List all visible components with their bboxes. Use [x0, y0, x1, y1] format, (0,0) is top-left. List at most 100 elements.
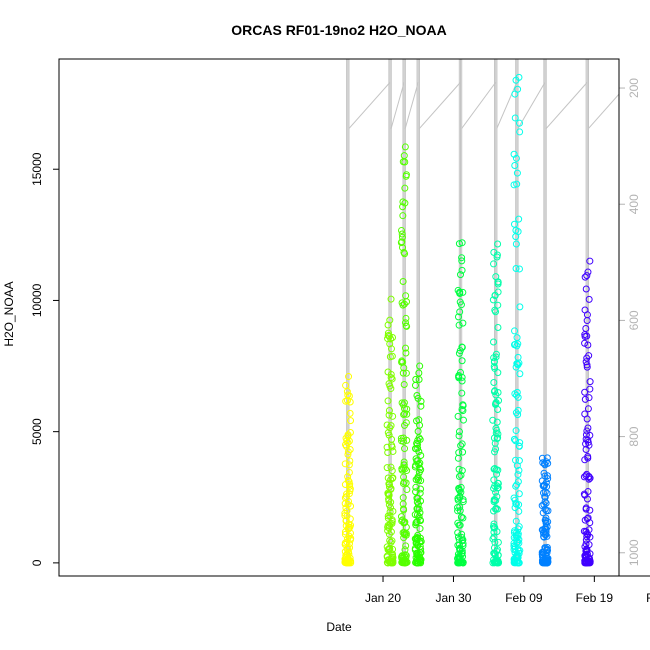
data-point	[581, 456, 589, 464]
data-point	[491, 306, 499, 314]
data-point	[582, 285, 590, 293]
x-tick-label: Feb 19	[576, 591, 614, 605]
data-point	[491, 538, 499, 546]
data-point	[642, 558, 648, 564]
data-point	[492, 497, 500, 505]
data-point	[399, 212, 407, 220]
data-point	[643, 551, 649, 557]
data-point	[458, 389, 466, 397]
data-point	[624, 476, 630, 482]
data-point	[383, 464, 391, 472]
data-point	[454, 507, 462, 515]
data-point	[585, 554, 593, 562]
data-point	[490, 544, 498, 552]
data-point	[640, 495, 646, 501]
data-point	[512, 553, 520, 561]
data-point	[456, 347, 464, 355]
data-point	[643, 560, 649, 566]
data-point	[626, 452, 632, 458]
data-point	[459, 319, 467, 327]
data-point	[544, 475, 552, 483]
data-point	[489, 535, 497, 543]
data-point	[345, 373, 353, 381]
pressure-connector-RF12	[645, 82, 650, 128]
data-point	[398, 226, 406, 234]
data-point	[417, 517, 425, 525]
data-point	[403, 322, 411, 330]
data-point	[456, 507, 464, 515]
data-point	[489, 338, 497, 346]
data-point	[458, 357, 466, 365]
data-point	[402, 344, 410, 352]
data-point	[345, 461, 353, 469]
data-point	[490, 484, 498, 492]
data-point	[640, 453, 646, 459]
data-point	[582, 324, 590, 332]
data-point	[454, 313, 462, 321]
data-point	[458, 257, 466, 265]
data-point	[629, 390, 635, 396]
data-point	[510, 181, 518, 189]
data-point	[494, 551, 502, 559]
data-point	[386, 480, 394, 488]
data-point	[414, 474, 422, 482]
data-point	[624, 532, 630, 538]
data-point	[387, 295, 395, 303]
data-point	[346, 480, 354, 488]
data-point	[459, 498, 467, 506]
data-point	[627, 484, 633, 490]
data-point	[490, 363, 498, 371]
data-point	[384, 559, 392, 567]
x-tick-label: Jan 30	[435, 591, 471, 605]
data-point	[628, 371, 634, 377]
data-point	[388, 467, 396, 475]
data-point	[585, 526, 593, 534]
data-point	[642, 560, 648, 566]
data-point	[386, 353, 394, 361]
data-point	[627, 356, 633, 362]
data-point	[515, 119, 523, 127]
data-point	[642, 556, 648, 562]
data-point	[640, 507, 646, 513]
data-point	[412, 461, 420, 469]
data-point	[415, 448, 423, 456]
data-point	[398, 437, 406, 445]
data-point	[344, 451, 352, 459]
data-point	[512, 531, 520, 539]
data-point	[346, 428, 354, 436]
data-point	[642, 512, 648, 518]
data-point	[400, 478, 408, 486]
data-point	[539, 459, 547, 467]
data-point	[642, 457, 648, 463]
data-point	[624, 477, 630, 483]
data-point	[624, 494, 630, 500]
data-point	[624, 384, 630, 390]
data-point	[512, 456, 520, 464]
data-point	[580, 527, 588, 535]
data-point	[626, 533, 632, 539]
data-point	[644, 438, 650, 444]
data-point	[345, 559, 353, 567]
data-point	[398, 399, 406, 407]
data-point	[641, 503, 647, 509]
data-point	[384, 448, 392, 456]
data-point	[642, 514, 648, 520]
data-point	[543, 489, 551, 497]
data-point	[512, 500, 520, 508]
data-point	[459, 416, 467, 424]
data-point	[387, 370, 395, 378]
series-RF07	[510, 73, 524, 567]
data-point	[459, 288, 467, 296]
data-point	[492, 466, 500, 474]
data-point	[492, 399, 500, 407]
data-point	[511, 545, 519, 553]
data-point	[512, 482, 520, 490]
data-point	[457, 442, 465, 450]
data-point	[454, 412, 462, 420]
data-point	[515, 215, 523, 223]
data-point	[514, 393, 522, 401]
data-point	[490, 476, 498, 484]
data-point	[455, 521, 463, 529]
data-point	[640, 556, 646, 562]
data-point	[386, 424, 394, 432]
